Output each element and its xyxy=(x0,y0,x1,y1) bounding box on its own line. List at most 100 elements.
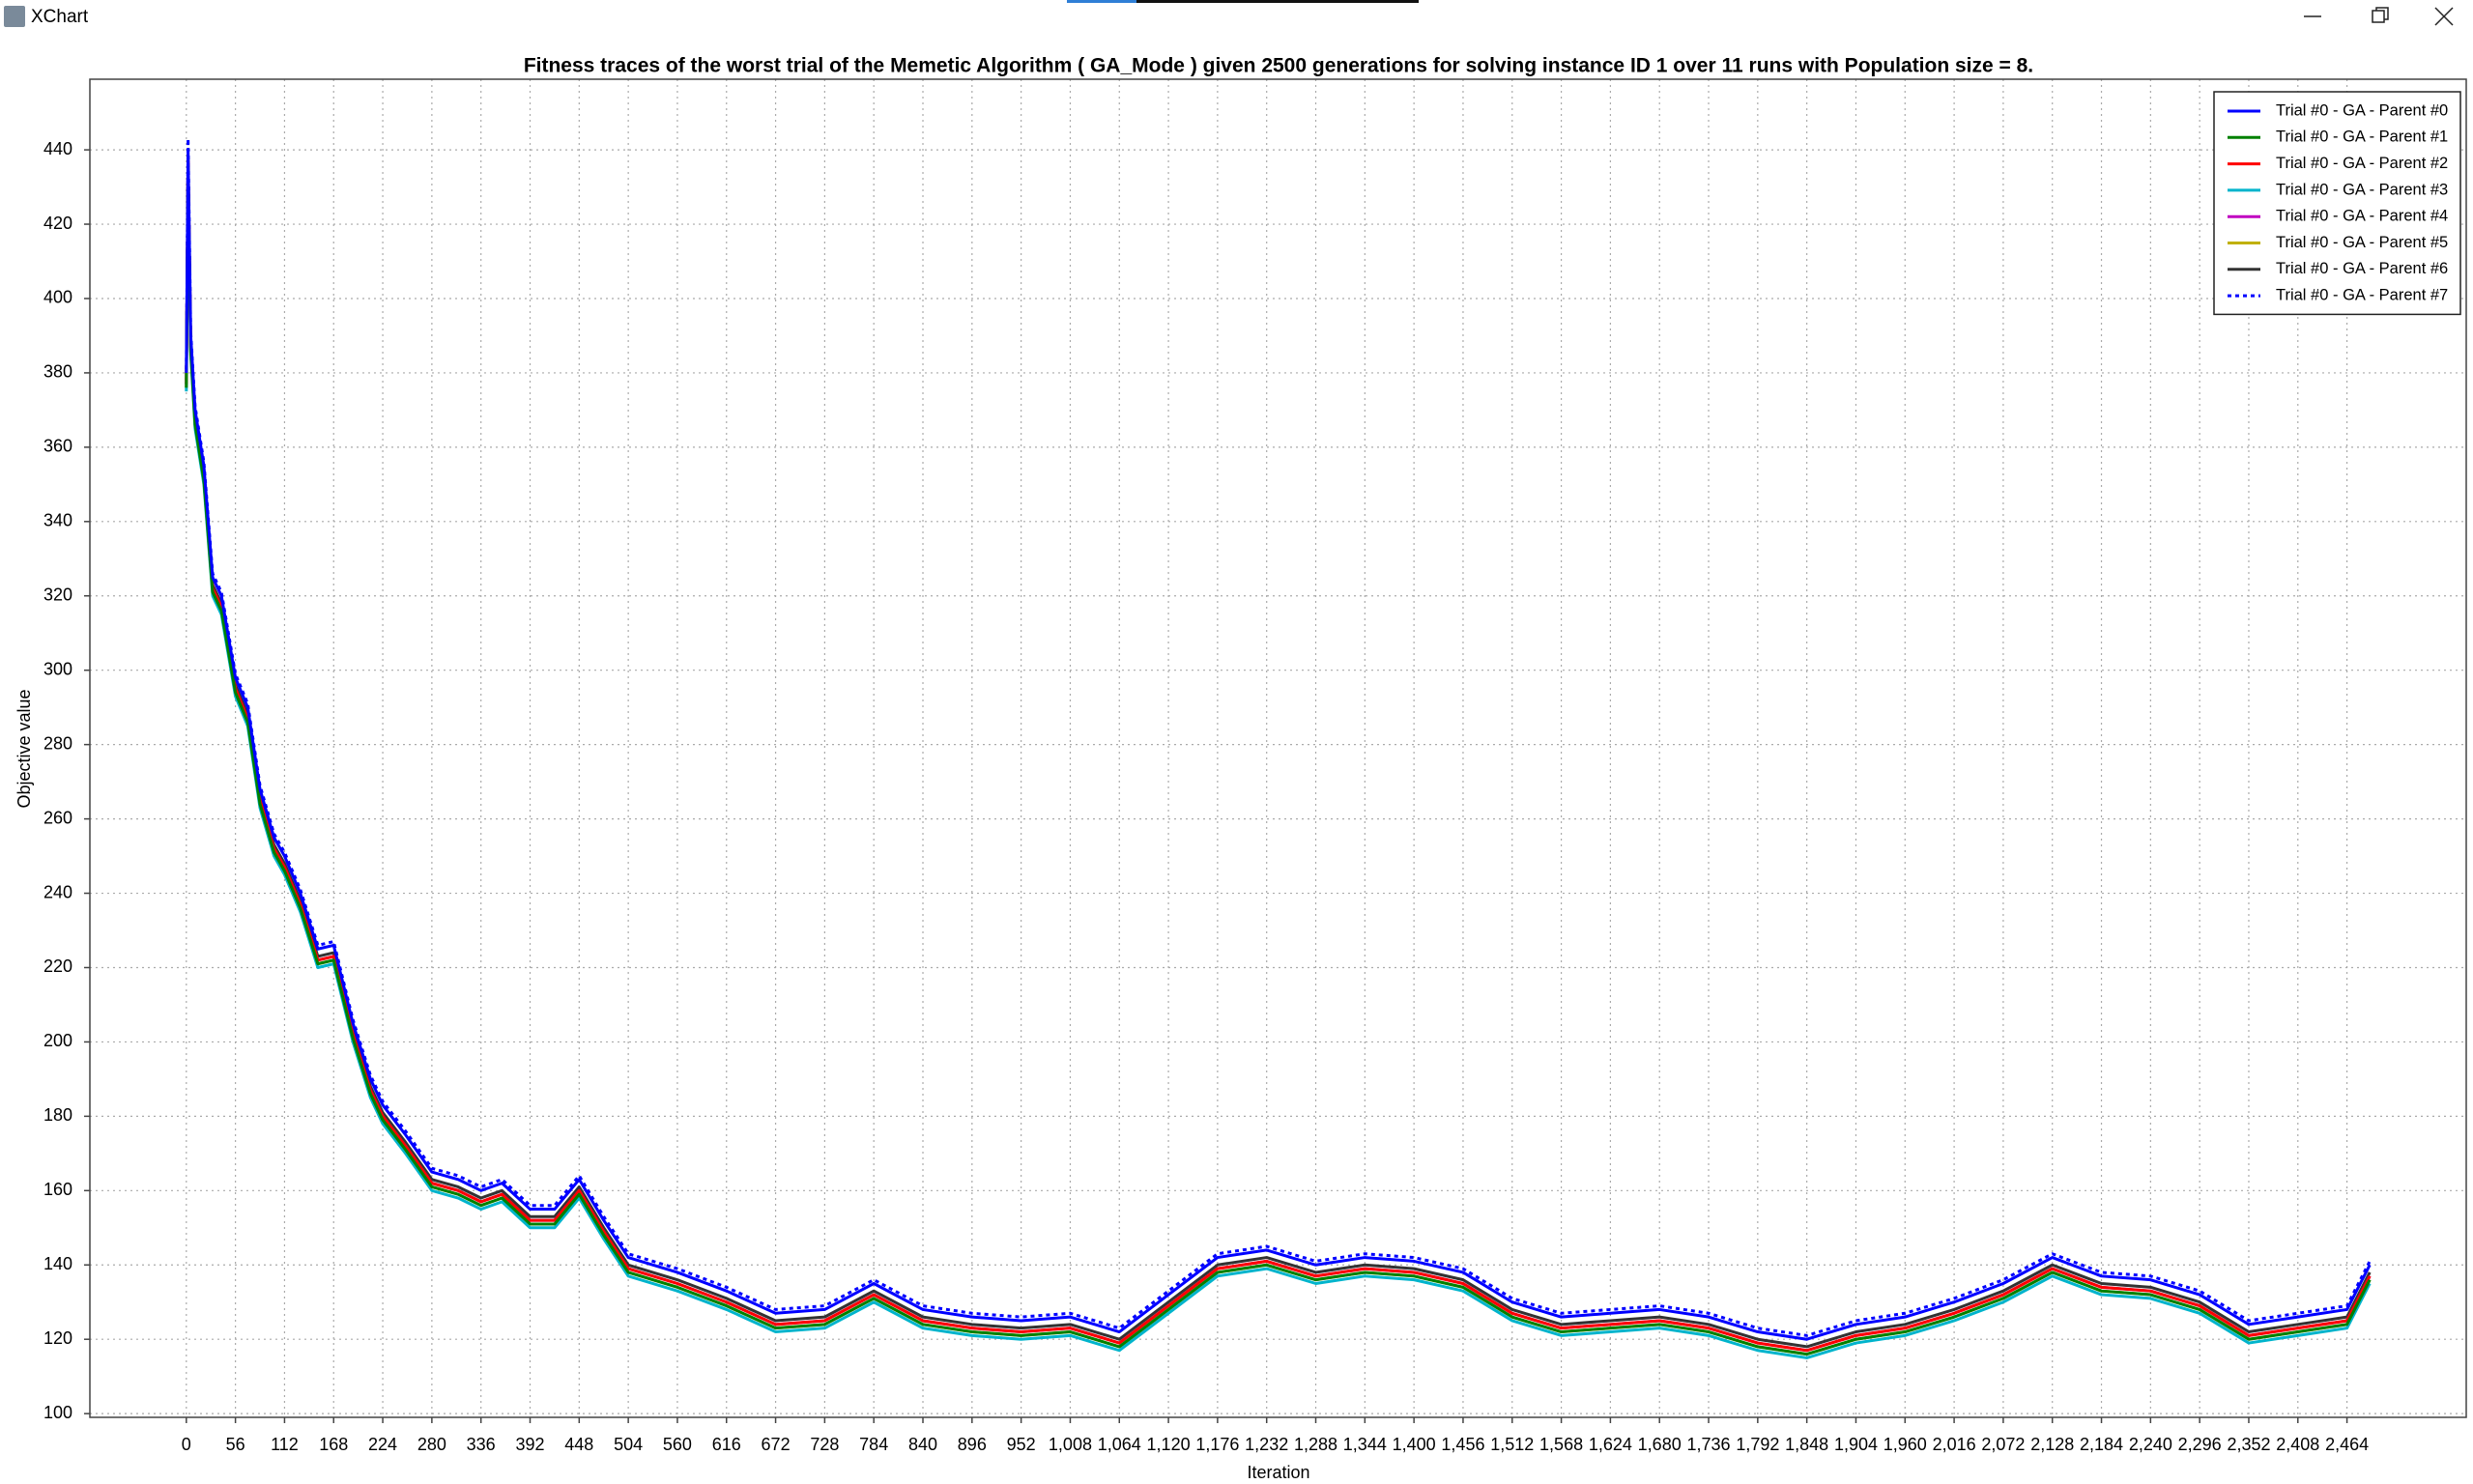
x-tick-label: 1,176 xyxy=(1195,1435,1239,1454)
x-tick-label: 2,352 xyxy=(2227,1435,2270,1454)
x-tick-label: 672 xyxy=(762,1435,791,1454)
x-tick-label: 784 xyxy=(859,1435,888,1454)
chart-title: Fitness traces of the worst trial of the… xyxy=(524,55,2033,77)
y-tick-label: 440 xyxy=(43,139,72,158)
x-tick-label: 1,344 xyxy=(1343,1435,1387,1454)
taskbar-indicator xyxy=(1067,0,1136,3)
y-tick-label: 100 xyxy=(43,1403,72,1422)
x-tick-label: 560 xyxy=(663,1435,692,1454)
plot-border xyxy=(89,78,2467,1418)
x-tick-label: 2,240 xyxy=(2129,1435,2172,1454)
x-tick-label: 1,736 xyxy=(1687,1435,1731,1454)
x-tick-label: 2,408 xyxy=(2276,1435,2319,1454)
x-tick-label: 616 xyxy=(712,1435,741,1454)
x-tick-label: 448 xyxy=(564,1435,593,1454)
y-tick-label: 220 xyxy=(43,956,72,976)
restore-icon xyxy=(2372,10,2385,23)
x-tick-label: 896 xyxy=(958,1435,987,1454)
x-tick-label: 1,792 xyxy=(1736,1435,1779,1454)
x-tick-label: 2,296 xyxy=(2178,1435,2222,1454)
legend-label: Trial #0 - GA - Parent #3 xyxy=(2276,181,2448,198)
x-tick-label: 1,288 xyxy=(1294,1435,1337,1454)
x-tick-label: 336 xyxy=(467,1435,496,1454)
series-line xyxy=(185,159,2372,1353)
series-line xyxy=(185,137,2372,1337)
app-icon xyxy=(4,6,25,27)
x-tick-label: 392 xyxy=(515,1435,544,1454)
grid xyxy=(84,79,2466,1423)
x-tick-label: 2,464 xyxy=(2325,1435,2369,1454)
x-tick-label: 2,184 xyxy=(2080,1435,2123,1454)
x-tick-label: 1,456 xyxy=(1441,1435,1484,1454)
x-tick-label: 224 xyxy=(368,1435,397,1454)
minimize-button[interactable] xyxy=(2281,0,2344,33)
series-line xyxy=(185,162,2372,1356)
x-tick-label: 56 xyxy=(226,1435,245,1454)
x-tick-label: 952 xyxy=(1007,1435,1036,1454)
series-line xyxy=(185,148,2372,1341)
x-tick-label: 1,904 xyxy=(1834,1435,1878,1454)
x-tick-label: 1,680 xyxy=(1638,1435,1682,1454)
y-tick-label: 420 xyxy=(43,214,72,233)
x-tick-label: 504 xyxy=(614,1435,643,1454)
x-tick-label: 1,848 xyxy=(1785,1435,1828,1454)
x-tick-label: 168 xyxy=(319,1435,348,1454)
series-line xyxy=(185,156,2372,1349)
x-tick-label: 1,064 xyxy=(1098,1435,1141,1454)
x-tick-label: 112 xyxy=(271,1435,299,1454)
x-tick-label: 1,512 xyxy=(1490,1435,1534,1454)
x-tick-label: 0 xyxy=(182,1435,191,1454)
restore-icon xyxy=(2375,7,2389,20)
legend-label: Trial #0 - GA - Parent #2 xyxy=(2276,155,2448,172)
series-line xyxy=(185,166,2372,1359)
legend-box xyxy=(2213,91,2461,316)
x-tick-label: 1,960 xyxy=(1884,1435,1927,1454)
y-tick-label: 380 xyxy=(43,362,72,382)
y-tick-label: 120 xyxy=(43,1328,72,1348)
plot-lines xyxy=(185,137,2372,1359)
x-tick-label: 280 xyxy=(417,1435,446,1454)
y-tick-label: 140 xyxy=(43,1254,72,1273)
x-tick-label: 2,016 xyxy=(1933,1435,1976,1454)
legend-label: Trial #0 - GA - Parent #1 xyxy=(2276,128,2448,146)
x-tick-label: 1,624 xyxy=(1589,1435,1632,1454)
x-tick-label: 728 xyxy=(810,1435,839,1454)
legend-label: Trial #0 - GA - Parent #0 xyxy=(2276,101,2448,119)
x-tick-label: 1,400 xyxy=(1393,1435,1436,1454)
window-title: XChart xyxy=(31,7,89,27)
x-tick-label: 1,568 xyxy=(1539,1435,1583,1454)
y-tick-label: 160 xyxy=(43,1180,72,1199)
x-tick-label: 2,072 xyxy=(1981,1435,2025,1454)
x-tick-label: 840 xyxy=(908,1435,937,1454)
legend: Trial #0 - GA - Parent #0 Trial #0 - GA -… xyxy=(2213,91,2461,316)
y-tick-label: 320 xyxy=(43,585,72,605)
restore-area[interactable] xyxy=(2348,0,2412,33)
close-area[interactable] xyxy=(2412,0,2473,33)
close-icon xyxy=(2434,7,2454,26)
y-tick-label: 400 xyxy=(43,288,72,307)
x-tick-label: 2,128 xyxy=(2030,1435,2074,1454)
legend-label: Trial #0 - GA - Parent #4 xyxy=(2276,208,2448,225)
x-tick-label: 1,120 xyxy=(1147,1435,1191,1454)
legend-label: Trial #0 - GA - Parent #5 xyxy=(2276,234,2448,251)
y-tick-label: 180 xyxy=(43,1105,72,1125)
close-button[interactable] xyxy=(2412,0,2473,33)
x-axis-label: Iteration xyxy=(1247,1463,1309,1482)
restore-button[interactable] xyxy=(2348,0,2412,33)
legend-label: Trial #0 - GA - Parent #7 xyxy=(2276,286,2448,303)
y-tick-label: 360 xyxy=(43,437,72,456)
y-axis-label: Objective value xyxy=(14,689,34,808)
x-tick-label: 1,232 xyxy=(1245,1435,1288,1454)
y-tick-label: 260 xyxy=(43,808,72,827)
legend-label: Trial #0 - GA - Parent #6 xyxy=(2276,260,2448,277)
y-tick-label: 200 xyxy=(43,1031,72,1050)
y-tick-label: 280 xyxy=(43,733,72,753)
y-tick-label: 240 xyxy=(43,882,72,901)
x-tick-label: 1,008 xyxy=(1049,1435,1092,1454)
taskbar-indicator xyxy=(1136,0,1419,3)
y-tick-label: 340 xyxy=(43,511,72,530)
y-tick-label: 300 xyxy=(43,659,72,678)
